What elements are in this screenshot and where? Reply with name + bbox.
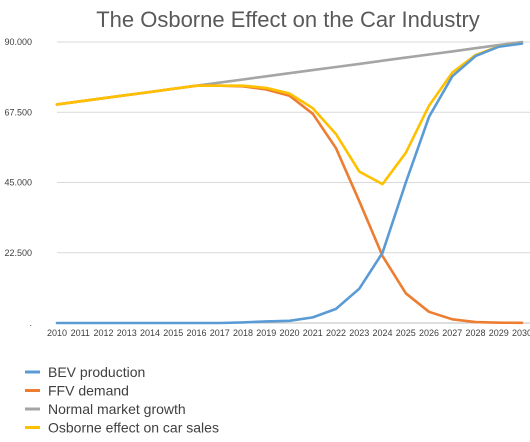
x-tick-label: 2013 (117, 328, 137, 338)
y-tick-label: . (29, 318, 32, 328)
x-tick-label: 2027 (442, 328, 462, 338)
y-tick-label: 67.500 (4, 107, 32, 117)
x-tick-label: 2030 (512, 328, 530, 338)
series-line-osborne-effect-on-car-sales (55, 42, 524, 186)
series-line-bev-production (55, 42, 524, 325)
x-tick-label: 2011 (71, 328, 90, 338)
x-tick-label: 2018 (233, 328, 253, 338)
x-tick-label: 2025 (396, 328, 416, 338)
x-axis-ticks: 2010 2011 2012 2013 2014 2015 2016 2017 2018 2019… (47, 328, 530, 338)
x-tick-label: 2021 (303, 328, 323, 338)
x-tick-label: 2010 (47, 328, 67, 338)
x-tick-label: 2029 (489, 328, 509, 338)
legend: BEV production FFV demand Normal market gr… (25, 364, 219, 436)
x-tick-label: 2024 (372, 328, 392, 338)
legend-label: BEV production (48, 364, 145, 380)
x-tick-label: 2028 (465, 328, 485, 338)
gridlines (57, 41, 530, 324)
series-lines (55, 40, 524, 325)
y-axis-ticks: . 22.500 45.000 67.500 90.000 (4, 37, 32, 328)
x-tick-label: 2020 (279, 328, 299, 338)
legend-label: Osborne effect on car sales (48, 420, 219, 436)
x-tick-label: 2014 (140, 328, 160, 338)
legend-label: FFV demand (48, 383, 129, 399)
x-tick-label: 2012 (93, 328, 113, 338)
x-tick-label: 2022 (326, 328, 346, 338)
x-tick-label: 2016 (186, 328, 206, 338)
legend-label: Normal market growth (48, 401, 186, 417)
x-tick-label: 2026 (419, 328, 439, 338)
y-tick-label: 90.000 (4, 37, 32, 47)
y-tick-label: 45.000 (4, 178, 32, 188)
x-tick-label: 2023 (349, 328, 369, 338)
y-tick-label: 22.500 (4, 248, 32, 258)
x-tick-label: 2017 (210, 328, 230, 338)
x-tick-label: 2019 (256, 328, 276, 338)
chart-title: The Osborne Effect on the Car Industry (96, 7, 480, 32)
series-line-ffv-demand (55, 84, 524, 325)
x-tick-label: 2015 (163, 328, 183, 338)
